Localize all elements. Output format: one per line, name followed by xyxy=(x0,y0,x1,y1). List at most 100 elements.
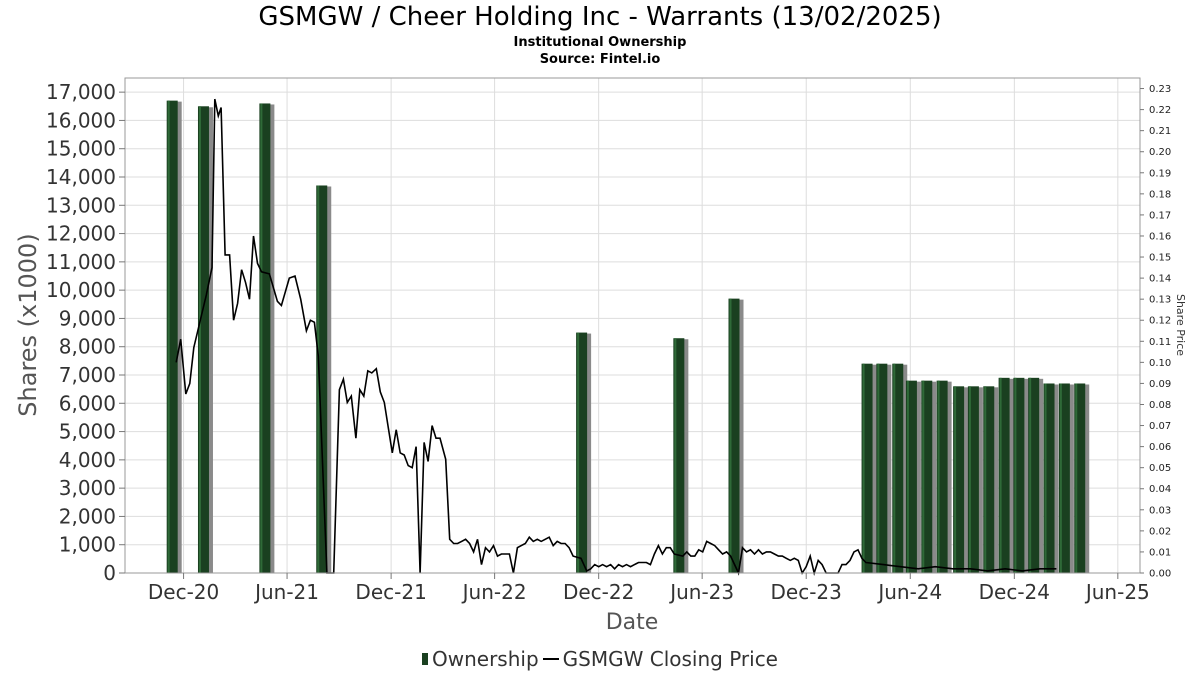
ownership-bar xyxy=(1013,377,1025,573)
ownership-bar xyxy=(876,363,888,573)
x-tick-label: Dec-21 xyxy=(355,580,426,604)
legend-item-price: GSMGW Closing Price xyxy=(542,647,778,671)
ownership-bar xyxy=(967,386,979,573)
y-tick-label: 14,000 xyxy=(46,165,116,189)
ownership-bar xyxy=(861,363,873,573)
legend-swatch-ownership xyxy=(422,653,428,665)
x-tick-label: Dec-23 xyxy=(771,580,842,604)
y2-tick-label: 0.08 xyxy=(1149,400,1171,411)
ownership-bar xyxy=(728,298,740,573)
y-tick-label: 9,000 xyxy=(59,306,116,330)
legend-item-ownership: Ownership xyxy=(422,647,539,671)
y2-tick-label: 0.07 xyxy=(1149,421,1171,432)
ownership-bar xyxy=(316,185,328,573)
y-tick-label: 10,000 xyxy=(46,278,116,302)
legend-label-price: GSMGW Closing Price xyxy=(562,647,778,671)
y-tick-label: 0 xyxy=(103,561,116,585)
y2-axis-ticks: 0.00 0.01 0.02 0.03 0.04 0.05 0.06 0.07 0.08 0.09… xyxy=(1140,84,1171,580)
ownership-bar xyxy=(936,380,948,573)
x-axis-ticks: Dec-20 Jun-21 Dec-21 Jun-22 Dec-22 Jun-23 Dec-… xyxy=(148,573,1150,604)
y2-tick-label: 0.20 xyxy=(1149,147,1171,158)
y-tick-label: 12,000 xyxy=(46,222,116,246)
ownership-bar xyxy=(983,386,995,573)
chart-title: GSMGW / Cheer Holding Inc - Warrants (13… xyxy=(258,2,942,32)
ownership-bar xyxy=(1028,377,1040,573)
x-tick-label: Jun-25 xyxy=(1084,580,1150,604)
y-tick-label: 13,000 xyxy=(46,193,116,217)
ownership-bar-highlight xyxy=(198,106,201,574)
y2-tick-label: 0.06 xyxy=(1149,442,1171,453)
y2-tick-label: 0.11 xyxy=(1149,337,1171,348)
y-tick-label: 2,000 xyxy=(59,504,116,528)
y-tick-label: 5,000 xyxy=(59,420,116,444)
ownership-bar xyxy=(1074,383,1086,573)
y2-tick-label: 0.03 xyxy=(1149,505,1171,516)
ownership-bar xyxy=(892,363,904,573)
ownership-bar-highlight xyxy=(968,386,971,573)
ownership-bar xyxy=(905,380,917,573)
y2-tick-label: 0.15 xyxy=(1149,253,1171,264)
y2-tick-label: 0.00 xyxy=(1149,569,1171,580)
y-axis-label: Shares (x1000) xyxy=(14,233,42,416)
x-tick-label: Dec-22 xyxy=(563,580,634,604)
ownership-bar-highlight xyxy=(906,380,909,573)
ownership-bar-highlight xyxy=(1014,377,1017,573)
y2-axis-label: Share Price xyxy=(1174,294,1187,356)
legend-swatch-price xyxy=(542,658,559,660)
y2-tick-label: 0.23 xyxy=(1149,84,1171,95)
y-tick-label: 7,000 xyxy=(59,363,116,387)
ownership-bar xyxy=(998,377,1010,573)
y2-tick-label: 0.13 xyxy=(1149,295,1171,306)
y-tick-label: 6,000 xyxy=(59,391,116,415)
ownership-bar-highlight xyxy=(1075,383,1078,573)
y2-tick-label: 0.12 xyxy=(1149,316,1171,327)
ownership-bar-highlight xyxy=(674,338,677,573)
ownership-bar-highlight xyxy=(877,363,880,573)
ownership-bar-highlight xyxy=(922,380,925,573)
ownership-bar xyxy=(197,106,209,574)
y2-tick-label: 0.02 xyxy=(1149,526,1171,537)
y-tick-label: 1,000 xyxy=(59,533,116,557)
y2-tick-label: 0.10 xyxy=(1149,358,1171,369)
y-tick-label: 8,000 xyxy=(59,335,116,359)
x-tick-label: Jun-24 xyxy=(876,580,942,604)
legend: Ownership GSMGW Closing Price xyxy=(0,647,1200,671)
y-tick-label: 11,000 xyxy=(46,250,116,274)
ownership-bar-highlight xyxy=(893,363,896,573)
y-tick-label: 16,000 xyxy=(46,108,116,132)
y-tick-label: 4,000 xyxy=(59,448,116,472)
y-tick-label: 17,000 xyxy=(46,80,116,104)
price-line xyxy=(175,98,1057,576)
ownership-bar-highlight xyxy=(1029,377,1032,573)
ownership-bar-highlight xyxy=(954,386,957,573)
y2-tick-label: 0.16 xyxy=(1149,231,1171,242)
ownership-bars xyxy=(166,100,1090,574)
ownership-bar-highlight xyxy=(167,100,170,573)
ownership-bar xyxy=(259,103,271,573)
chart-subtitle: Institutional Ownership xyxy=(513,35,687,50)
y2-tick-label: 0.17 xyxy=(1149,210,1171,221)
y2-tick-label: 0.05 xyxy=(1149,463,1171,474)
y-axis-ticks: 0 1,000 2,000 3,000 4,000 5,000 6,000 7,000 8,00… xyxy=(46,80,125,585)
y2-tick-label: 0.09 xyxy=(1149,379,1171,390)
x-tick-label: Jun-21 xyxy=(253,580,319,604)
chart-source: Source: Fintel.io xyxy=(539,52,661,67)
ownership-bar xyxy=(953,386,965,573)
y2-tick-label: 0.19 xyxy=(1149,168,1171,179)
ownership-bar-highlight xyxy=(1044,383,1047,573)
ownership-bar-highlight xyxy=(999,377,1002,573)
x-tick-label: Dec-20 xyxy=(148,580,219,604)
x-tick-label: Jun-22 xyxy=(461,580,527,604)
y2-tick-label: 0.01 xyxy=(1149,547,1171,558)
ownership-bar xyxy=(673,338,685,573)
ownership-bar-highlight xyxy=(260,103,263,573)
ownership-bar xyxy=(166,100,178,573)
x-tick-label: Jun-23 xyxy=(668,580,734,604)
x-tick-label: Dec-24 xyxy=(979,580,1050,604)
y2-tick-label: 0.18 xyxy=(1149,189,1171,200)
legend-label-ownership: Ownership xyxy=(432,647,539,671)
ownership-bar-highlight xyxy=(577,332,580,573)
y2-tick-label: 0.14 xyxy=(1149,274,1171,285)
ownership-bar-highlight xyxy=(317,185,320,573)
y-tick-label: 3,000 xyxy=(59,476,116,500)
